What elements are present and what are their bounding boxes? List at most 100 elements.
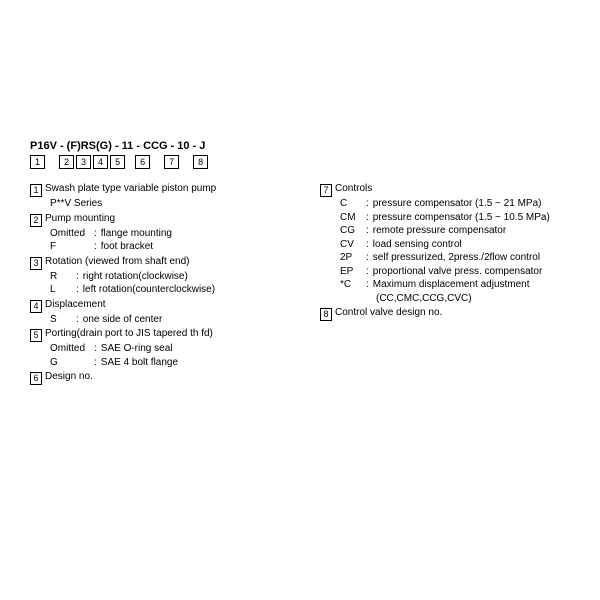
option-colon: : [94, 356, 97, 370]
option-key: Omitted [50, 227, 94, 241]
option-key: C [340, 197, 366, 211]
option-value: self pressurized, 2press./2flow control [373, 251, 540, 265]
option-key: *C [340, 278, 366, 292]
option-key: CG [340, 224, 366, 238]
header-box: 8 [193, 155, 208, 169]
header-box: 1 [30, 155, 45, 169]
option-row: R: right rotation(clockwise) [30, 270, 290, 284]
option-value: proportional valve press. compensator [373, 265, 543, 279]
header-box-row: 1 2 3 4 5 6 7 8 [30, 155, 600, 169]
section-head: 6Design no. [30, 371, 290, 385]
header-box: 5 [110, 155, 125, 169]
option-value: SAE 4 bolt flange [101, 356, 178, 370]
option-row: L: left rotation(counterclockwise) [30, 283, 290, 297]
option-row: S: one side of center [30, 313, 290, 327]
header-box: 3 [76, 155, 91, 169]
section: 5Porting(drain port to JIS tapered th fd… [30, 328, 290, 369]
option-colon: : [366, 224, 369, 238]
option-key: EP [340, 265, 366, 279]
option-colon: : [366, 278, 369, 292]
section-number-box: 8 [320, 308, 332, 321]
option-value: right rotation(clockwise) [83, 270, 188, 284]
option-key: 2P [340, 251, 366, 265]
option-colon: : [76, 313, 79, 327]
model-code: P16V - (F)RS(G) - 11 - CCG - 10 - J [30, 140, 600, 152]
option-value: pressure compensator (1.5 ~ 21 MPa) [373, 197, 542, 211]
header-box: 7 [164, 155, 179, 169]
section-head: 7Controls [320, 183, 590, 197]
option-value: remote pressure compensator [373, 224, 506, 238]
section: 3Rotation (viewed from shaft end)R:right… [30, 256, 290, 297]
columns-container: 1Swash plate type variable piston pumpP*… [30, 183, 600, 387]
option-key: G [50, 356, 94, 370]
section: 7ControlsC:pressure compensator (1.5 ~ 2… [320, 183, 590, 305]
option-row: 2P: self pressurized, 2press./2flow contr… [320, 251, 590, 265]
section-head: 8Control valve design no. [320, 307, 590, 321]
option-colon: : [94, 227, 97, 241]
section-number-box: 3 [30, 257, 42, 270]
option-row: CM: pressure compensator (1.5 ~ 10.5 MPa) [320, 211, 590, 225]
section: 4DisplacementS:one side of center [30, 299, 290, 327]
option-key: S [50, 313, 76, 327]
option-key: R [50, 270, 76, 284]
section-head: 4Displacement [30, 299, 290, 313]
section-tail: (CC,CMC,CCG,CVC) [320, 292, 590, 306]
section-title: Controls [335, 183, 372, 194]
option-colon: : [366, 251, 369, 265]
option-value: flange mounting [101, 227, 172, 241]
option-value: load sensing control [373, 238, 462, 252]
section-number-box: 2 [30, 214, 42, 227]
section-head: 1Swash plate type variable piston pump [30, 183, 290, 197]
option-colon: : [94, 240, 97, 254]
section-head: 3Rotation (viewed from shaft end) [30, 256, 290, 270]
option-key: L [50, 283, 76, 297]
option-colon: : [366, 265, 369, 279]
option-row: F: foot bracket [30, 240, 290, 254]
option-colon: : [366, 197, 369, 211]
option-colon: : [94, 342, 97, 356]
option-value: SAE O-ring seal [101, 342, 173, 356]
left-column: 1Swash plate type variable piston pumpP*… [30, 183, 290, 387]
section-subline: P**V Series [30, 197, 290, 211]
option-key: F [50, 240, 94, 254]
option-value: one side of center [83, 313, 163, 327]
section-number-box: 7 [320, 184, 332, 197]
option-colon: : [366, 238, 369, 252]
option-row: *C: Maximum displacement adjustment [320, 278, 590, 292]
option-colon: : [76, 283, 79, 297]
section-head: 5Porting(drain port to JIS tapered th fd… [30, 328, 290, 342]
section: 8Control valve design no. [320, 307, 590, 321]
option-row: Omitted: SAE O-ring seal [30, 342, 290, 356]
section-title: Control valve design no. [335, 307, 442, 318]
section-title: Design no. [45, 371, 93, 382]
header-box: 6 [135, 155, 150, 169]
section-title: Rotation (viewed from shaft end) [45, 256, 190, 267]
section: 2Pump mountingOmitted:flange mountingF:f… [30, 213, 290, 254]
option-row: C: pressure compensator (1.5 ~ 21 MPa) [320, 197, 590, 211]
section-number-box: 1 [30, 184, 42, 197]
section-title: Pump mounting [45, 213, 115, 224]
section-title: Displacement [45, 299, 106, 310]
option-value: pressure compensator (1.5 ~ 10.5 MPa) [373, 211, 550, 225]
option-key: CM [340, 211, 366, 225]
option-colon: : [76, 270, 79, 284]
option-value: left rotation(counterclockwise) [83, 283, 215, 297]
option-row: Omitted: flange mounting [30, 227, 290, 241]
option-row: EP: proportional valve press. compensator [320, 265, 590, 279]
option-value: foot bracket [101, 240, 153, 254]
right-column: 7ControlsC:pressure compensator (1.5 ~ 2… [320, 183, 590, 387]
header-box: 4 [93, 155, 108, 169]
section-number-box: 6 [30, 372, 42, 385]
option-key: Omitted [50, 342, 94, 356]
section-head: 2Pump mounting [30, 213, 290, 227]
option-row: CG: remote pressure compensator [320, 224, 590, 238]
option-value: Maximum displacement adjustment [373, 278, 530, 292]
section-number-box: 5 [30, 329, 42, 342]
option-colon: : [366, 211, 369, 225]
option-row: CV: load sensing control [320, 238, 590, 252]
section-number-box: 4 [30, 300, 42, 313]
section: 6Design no. [30, 371, 290, 385]
option-key: CV [340, 238, 366, 252]
header-box: 2 [59, 155, 74, 169]
section-title: Porting(drain port to JIS tapered th fd) [45, 328, 213, 339]
